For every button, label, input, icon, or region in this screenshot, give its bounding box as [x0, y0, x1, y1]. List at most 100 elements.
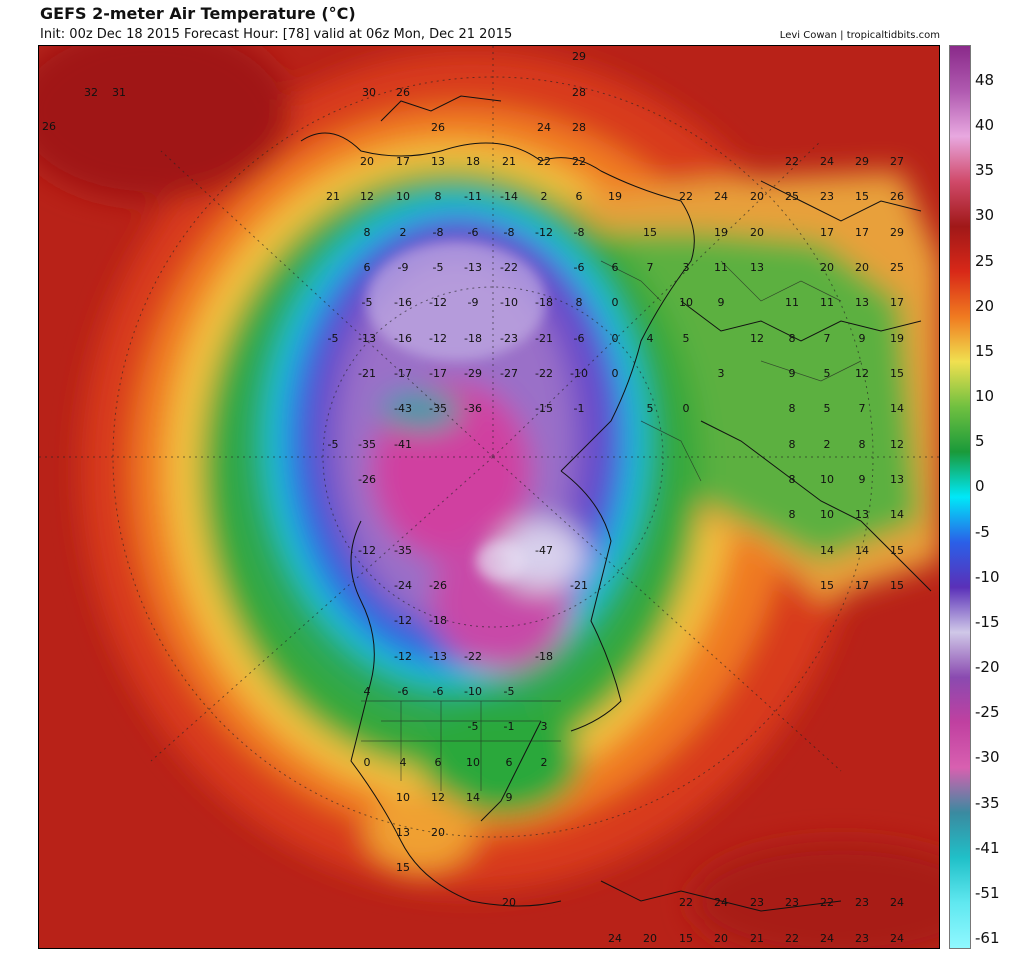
temperature-label: 25 [785, 190, 799, 203]
temperature-label: 8 [789, 438, 796, 451]
temperature-label: 18 [466, 155, 480, 168]
temperature-label: 24 [820, 932, 834, 945]
temperature-label: -27 [500, 367, 518, 380]
temperature-label: -47 [535, 544, 553, 557]
temperature-label: -18 [535, 650, 553, 663]
temperature-label: -10 [570, 367, 588, 380]
temperature-label: 22 [785, 155, 799, 168]
temperature-label: -6 [574, 332, 585, 345]
temperature-label: 14 [855, 544, 869, 557]
temperature-label: -1 [574, 402, 585, 415]
temperature-label: 12 [360, 190, 374, 203]
temperature-label: -10 [464, 685, 482, 698]
temperature-label: 9 [859, 473, 866, 486]
temperature-label: 23 [855, 896, 869, 909]
temperature-label: 7 [824, 332, 831, 345]
color-scale-labels: 48 40 35 30 25 20 15 10 5 0 -5 -10 -15 -20 -25 -30 -35 -4… [975, 45, 1023, 949]
temperature-label: 24 [608, 932, 622, 945]
temperature-label: -21 [535, 332, 553, 345]
temperature-label: 0 [364, 756, 371, 769]
temperature-label: -13 [358, 332, 376, 345]
temperature-label: 14 [820, 544, 834, 557]
temperature-label: 5 [683, 332, 690, 345]
temperature-label: 24 [537, 121, 551, 134]
temperature-label: -24 [394, 579, 412, 592]
temperature-label: 23 [750, 896, 764, 909]
temperature-label: -18 [464, 332, 482, 345]
temperature-label: -5 [504, 685, 515, 698]
temperature-label: 2 [541, 756, 548, 769]
color-scale-label: -30 [975, 748, 1000, 767]
temperature-label: 10 [396, 190, 410, 203]
color-scale-label: 25 [975, 251, 995, 270]
temperature-label: 10 [396, 791, 410, 804]
temperature-label: 22 [820, 896, 834, 909]
color-scale-label: -20 [975, 658, 1000, 677]
temperature-label: 10 [820, 473, 834, 486]
color-scale-label: -5 [975, 522, 990, 541]
temperature-label: 8 [435, 190, 442, 203]
temperature-label: 4 [364, 685, 371, 698]
temperature-label: 13 [396, 826, 410, 839]
temperature-label: -15 [535, 402, 553, 415]
temperature-label: 20 [431, 826, 445, 839]
temperature-label: -21 [358, 367, 376, 380]
temperature-label: -29 [464, 367, 482, 380]
temperature-label: 9 [789, 367, 796, 380]
temperature-label: 3 [683, 261, 690, 274]
temperature-label: 24 [714, 190, 728, 203]
temperature-label: 6 [435, 756, 442, 769]
temperature-label: -14 [500, 190, 518, 203]
temperature-label: 8 [789, 402, 796, 415]
temperature-label: 26 [396, 86, 410, 99]
temperature-label: 5 [647, 402, 654, 415]
temperature-label: 5 [824, 367, 831, 380]
temperature-label: -22 [464, 650, 482, 663]
temperature-label: 21 [326, 190, 340, 203]
temperature-label: 0 [612, 296, 619, 309]
temperature-label: 17 [820, 226, 834, 239]
temperature-label: 13 [890, 473, 904, 486]
temperature-label: -21 [570, 579, 588, 592]
temperature-label: -5 [433, 261, 444, 274]
temperature-label: 7 [859, 402, 866, 415]
temperature-label: 0 [612, 367, 619, 380]
temperature-label: -12 [394, 650, 412, 663]
color-scale-label: -35 [975, 793, 1000, 812]
temperature-label: 14 [890, 402, 904, 415]
temperature-label: 8 [859, 438, 866, 451]
temperature-label: 10 [466, 756, 480, 769]
temperature-label: 20 [855, 261, 869, 274]
polar-grid [39, 46, 939, 838]
temperature-label: -8 [574, 226, 585, 239]
color-scale-label: 48 [975, 71, 995, 89]
color-scale-label: 15 [975, 341, 995, 360]
temperature-label: 17 [855, 226, 869, 239]
temperature-label: 28 [572, 121, 586, 134]
temperature-label: 23 [855, 932, 869, 945]
cold-core [366, 241, 546, 581]
temperature-label: -12 [429, 332, 447, 345]
temperature-label: -26 [358, 473, 376, 486]
temperature-label: 32 [84, 86, 98, 99]
temperature-label: 24 [890, 896, 904, 909]
temperature-label: 12 [890, 438, 904, 451]
temperature-label: 31 [112, 86, 126, 99]
color-scale-label: -15 [975, 612, 1000, 631]
temperature-label: 22 [537, 155, 551, 168]
temperature-label: 11 [714, 261, 728, 274]
temperature-label: -43 [394, 402, 412, 415]
temperature-label: 20 [643, 932, 657, 945]
temperature-label: 26 [42, 120, 56, 133]
temperature-label: 19 [714, 226, 728, 239]
color-scale-label: -10 [975, 567, 1000, 586]
temperature-label: -17 [394, 367, 412, 380]
temperature-label: 22 [679, 896, 693, 909]
color-scale-label: -41 [975, 838, 1000, 857]
temperature-label: 15 [679, 932, 693, 945]
temperature-label: -16 [394, 332, 412, 345]
temperature-label: -12 [358, 544, 376, 557]
temperature-label: 6 [506, 756, 513, 769]
